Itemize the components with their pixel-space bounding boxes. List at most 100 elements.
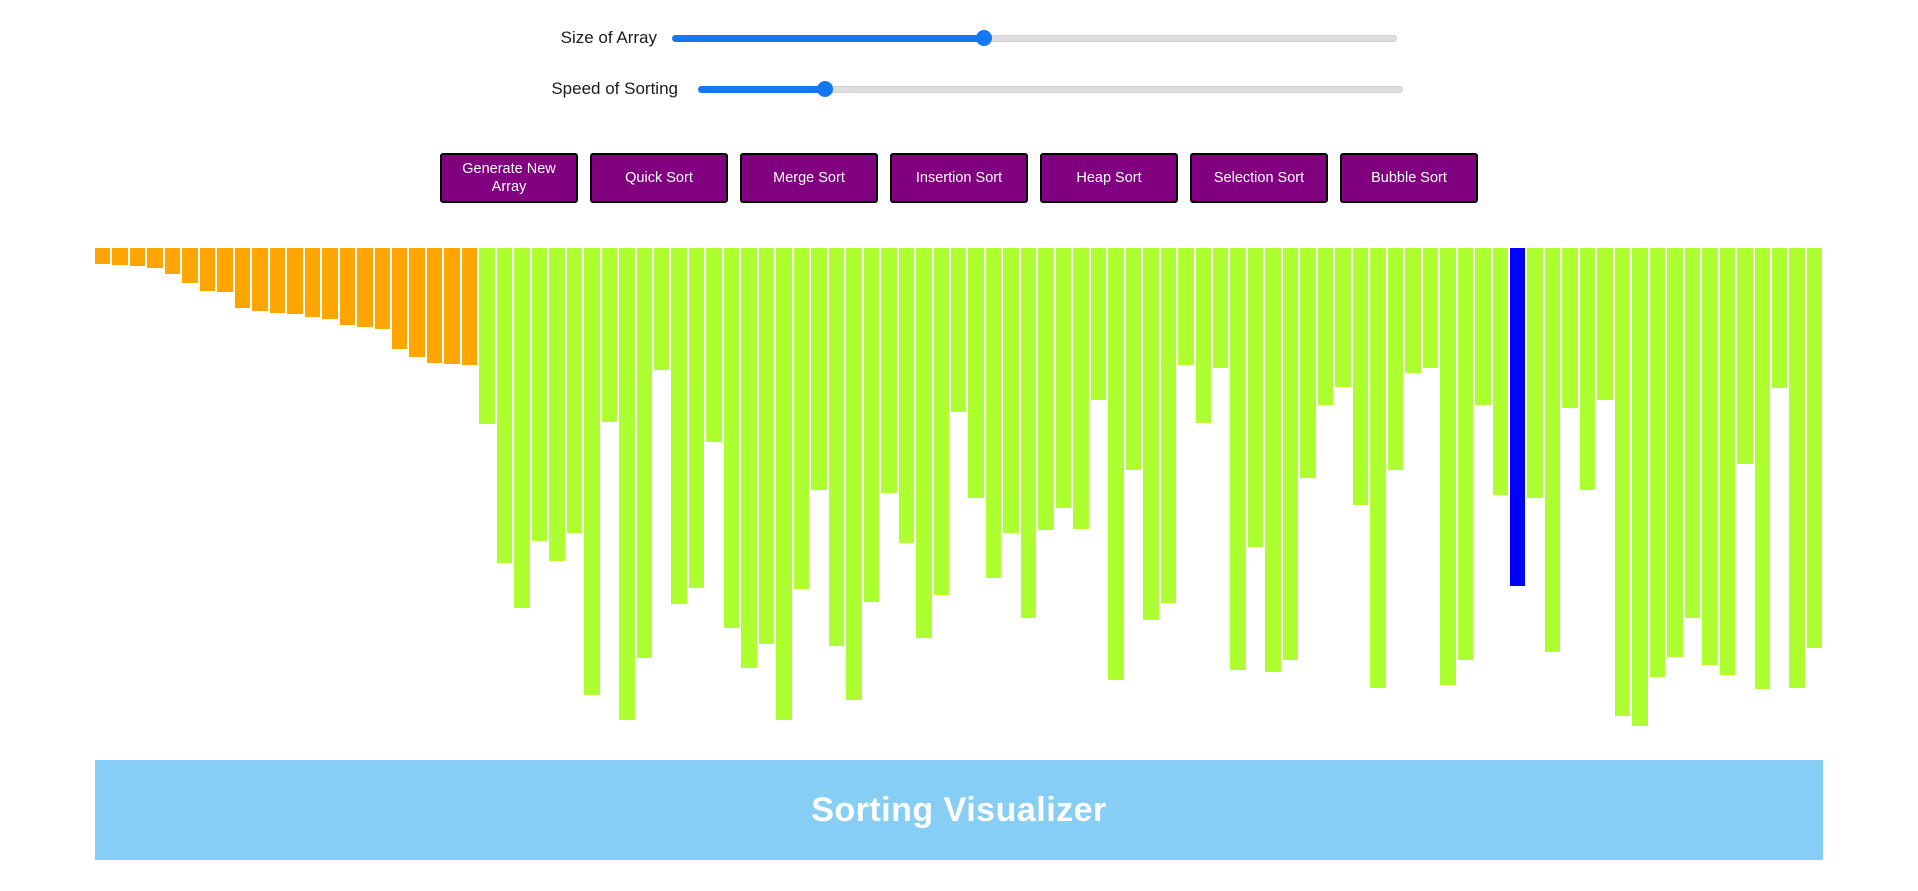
array-bar-orange: [147, 248, 163, 268]
array-bar-green: [1789, 248, 1805, 688]
heap-sort-button[interactable]: Heap Sort: [1040, 153, 1178, 203]
array-bar-green: [479, 248, 495, 424]
array-bar-orange: [269, 248, 286, 313]
array-bar-orange: [199, 248, 216, 291]
quick-sort-button[interactable]: Quick Sort: [590, 153, 728, 203]
bubble-sort-button[interactable]: Bubble Sort: [1340, 153, 1478, 203]
array-bar-green: [863, 248, 880, 602]
array-bar-green: [1247, 248, 1264, 547]
array-bar-green: [1038, 248, 1054, 530]
array-bar-green: [1649, 248, 1666, 677]
array-bar-green: [1265, 248, 1281, 672]
array-bar-green: [514, 248, 530, 608]
array-bar-green: [549, 248, 565, 561]
array-bar-green: [1352, 248, 1369, 505]
array-bar-green: [1282, 248, 1299, 660]
array-bar-orange: [461, 248, 478, 365]
array-bar-orange: [129, 248, 146, 266]
array-bar-green: [1300, 248, 1316, 478]
array-bar-green: [1317, 248, 1334, 405]
array-bar-green: [1125, 248, 1142, 470]
array-bar-green: [671, 248, 687, 604]
array-bar-green: [933, 248, 949, 595]
array-bar-orange: [164, 248, 181, 274]
array-bar-green: [1195, 248, 1211, 423]
generate-new-array-button[interactable]: Generate New Array: [440, 153, 578, 203]
array-bar-orange: [391, 248, 408, 349]
insertion-sort-button[interactable]: Insertion Sort: [890, 153, 1028, 203]
array-bar-green: [1213, 248, 1229, 368]
array-bar-green: [1108, 248, 1124, 680]
array-bar-green: [881, 248, 897, 493]
array-bar-green: [496, 248, 513, 563]
array-bar-green: [985, 248, 1002, 578]
merge-sort-button[interactable]: Merge Sort: [740, 153, 878, 203]
array-bar-green: [1230, 248, 1246, 670]
array-bar-green: [1492, 248, 1508, 495]
array-bar-green: [1055, 248, 1072, 508]
array-bar-green: [1772, 248, 1788, 388]
array-bar-green: [1440, 248, 1456, 685]
sort-buttons-row: Generate New Array Quick Sort Merge Sort…: [440, 153, 1478, 203]
array-bar-green: [1090, 248, 1107, 400]
array-bar-orange: [374, 248, 390, 329]
array-bar-green: [1754, 248, 1770, 689]
array-bar-orange: [304, 248, 321, 317]
array-bar-orange: [357, 248, 373, 327]
array-bar-green: [1597, 248, 1613, 400]
array-bar-orange: [252, 248, 268, 311]
array-bar-green: [1579, 248, 1596, 490]
array-bar-green: [654, 248, 670, 370]
array-bar-green: [898, 248, 915, 543]
array-bar-orange: [95, 248, 111, 264]
array-bar-green: [688, 248, 705, 588]
size-of-array-label: Size of Array: [560, 28, 657, 47]
speed-slider-fill: [698, 85, 825, 93]
array-bar-green: [1544, 248, 1561, 652]
speed-slider-thumb[interactable]: [816, 81, 833, 97]
array-bar-green: [741, 248, 757, 668]
array-bar-green: [1475, 248, 1491, 405]
array-bar-orange: [409, 248, 425, 357]
array-bar-green: [1020, 248, 1037, 618]
array-bar-orange: [112, 248, 128, 265]
speed-slider[interactable]: [698, 81, 1403, 97]
array-bars-container: [95, 248, 1823, 738]
array-bar-green: [1667, 248, 1683, 657]
array-bar-green: [1370, 248, 1386, 688]
array-bar-green: [968, 248, 984, 498]
size-slider-thumb[interactable]: [975, 30, 992, 46]
array-bar-green: [950, 248, 967, 412]
speed-of-sorting-label: Speed of Sorting: [551, 79, 678, 98]
array-bar-green: [1457, 248, 1474, 660]
array-bar-green: [1335, 248, 1351, 387]
array-bar-green: [776, 248, 792, 720]
size-slider-fill: [672, 34, 984, 42]
array-bar-green: [758, 248, 775, 644]
array-bar-green: [1387, 248, 1404, 470]
array-bar-orange: [217, 248, 233, 292]
array-bar-green: [619, 248, 635, 720]
array-bar-orange: [234, 248, 251, 308]
selection-sort-button[interactable]: Selection Sort: [1190, 153, 1328, 203]
array-bar-green: [811, 248, 827, 490]
array-bar-green: [1632, 248, 1648, 726]
array-bar-green: [1143, 248, 1159, 620]
array-bar-green: [636, 248, 652, 658]
array-bar-green: [828, 248, 845, 646]
array-bar-orange: [339, 248, 356, 325]
array-bar-green: [1527, 248, 1543, 498]
array-bar-orange: [426, 248, 443, 363]
array-bar-green: [1702, 248, 1718, 665]
array-bar-green: [601, 248, 618, 422]
array-bar-green: [793, 248, 810, 589]
array-bar-green: [1178, 248, 1194, 365]
array-bar-orange: [444, 248, 460, 364]
array-bar-green: [1614, 248, 1631, 716]
array-bar-green: [584, 248, 600, 695]
size-slider[interactable]: [672, 30, 1397, 46]
array-bar-green: [1003, 248, 1019, 533]
footer-banner: Sorting Visualizer: [95, 760, 1823, 860]
array-bar-green: [723, 248, 740, 628]
array-bar-green: [1073, 248, 1089, 529]
